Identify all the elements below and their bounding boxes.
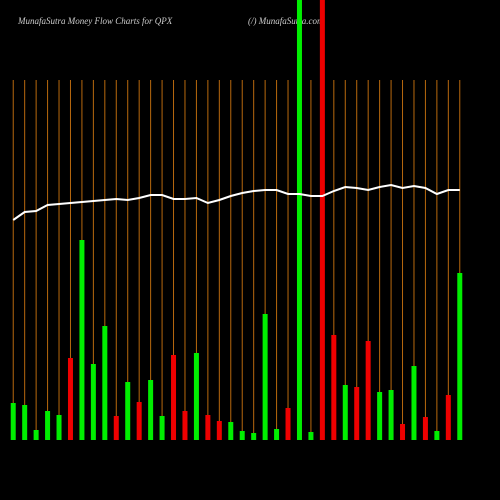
bar — [79, 240, 85, 440]
bar — [319, 0, 325, 440]
bar — [90, 364, 96, 440]
money-flow-line — [12, 183, 460, 221]
bar — [102, 326, 108, 440]
bar — [148, 380, 154, 440]
bar — [136, 402, 142, 440]
bar — [388, 390, 394, 440]
bar — [205, 415, 211, 440]
bar — [354, 387, 360, 440]
bar — [193, 353, 199, 440]
bar — [365, 341, 371, 440]
chart-subtitle: (/) MunafaSutra.com — [248, 16, 324, 26]
bar — [331, 335, 337, 440]
bar — [422, 417, 428, 440]
bar — [411, 366, 417, 440]
bar — [342, 385, 348, 440]
bar — [228, 422, 234, 440]
bar — [125, 382, 131, 440]
bar — [22, 405, 28, 440]
bar — [445, 395, 451, 440]
bar — [434, 431, 440, 440]
bar — [377, 392, 383, 440]
bar — [274, 429, 280, 440]
bar — [182, 411, 188, 440]
bar — [216, 421, 222, 440]
bar — [159, 416, 165, 440]
bar — [457, 273, 463, 440]
bar — [67, 358, 73, 440]
bar — [296, 0, 302, 440]
bar — [262, 314, 268, 440]
bar — [45, 411, 51, 440]
bar — [308, 432, 314, 440]
chart-title: MunafaSutra Money Flow Charts for QPX — [17, 16, 173, 26]
bar — [171, 355, 177, 440]
bar — [10, 403, 16, 440]
bar — [251, 433, 257, 440]
bar — [239, 431, 245, 440]
bar — [56, 415, 62, 440]
bar — [113, 416, 119, 440]
bar — [285, 408, 291, 440]
bar — [400, 424, 406, 440]
bar — [33, 430, 39, 440]
